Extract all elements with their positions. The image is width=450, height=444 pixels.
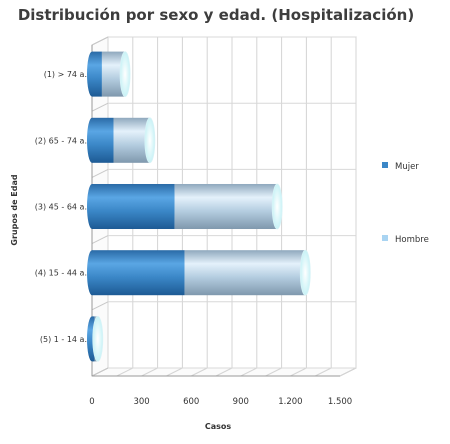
bar-hombre xyxy=(101,51,126,97)
bar-start-cap xyxy=(87,51,97,97)
bar-hombre xyxy=(184,250,306,296)
bars xyxy=(87,51,311,362)
bar-end-cap xyxy=(299,249,311,296)
bar-hombre xyxy=(113,117,150,163)
x-tick-labels: 0 300 600 900 1.200 1.500 xyxy=(89,397,352,407)
category-labels: (1) > 74 a. (2) 65 - 74 a. (3) 45 - 64 a. (… xyxy=(35,70,87,344)
category-label: (3) 45 - 64 a. xyxy=(35,203,87,212)
legend-label-hombre: Hombre xyxy=(395,235,429,245)
bar-mujer xyxy=(92,117,114,163)
bar-end-cap xyxy=(92,315,104,362)
bar-start-cap xyxy=(87,117,97,163)
bar-end-cap xyxy=(144,117,156,164)
bar-start-cap xyxy=(87,250,97,296)
x-tick-label: 1.200 xyxy=(278,397,302,407)
bar-end-cap xyxy=(271,183,283,230)
x-tick-label: 1.500 xyxy=(328,397,352,407)
x-tick-label: 0 xyxy=(89,397,94,407)
legend-swatch-mujer xyxy=(382,162,388,168)
category-label: (1) > 74 a. xyxy=(44,70,87,79)
bar-mujer xyxy=(92,183,175,230)
category-label: (2) 65 - 74 a. xyxy=(35,136,87,145)
x-tick-label: 600 xyxy=(183,397,199,407)
x-tick-label: 300 xyxy=(133,397,149,407)
legend-swatch-hombre xyxy=(382,235,388,241)
bar-start-cap xyxy=(87,183,97,230)
legend-label-mujer: Mujer xyxy=(395,162,419,172)
x-tick-label: 900 xyxy=(233,397,249,407)
bar-mujer xyxy=(92,250,185,296)
legend: Mujer Hombre xyxy=(382,162,429,245)
bar-hombre xyxy=(174,183,278,230)
category-label: (5) 1 - 14 a. xyxy=(40,335,87,344)
y-axis-title: Grupos de Edad xyxy=(10,174,19,246)
x-axis-title: Casos xyxy=(205,422,232,431)
bar-end-cap xyxy=(119,51,131,98)
category-label: (4) 15 - 44 a. xyxy=(35,269,87,278)
chart-title: Distribución por sexo y edad. (Hospitali… xyxy=(18,6,414,24)
